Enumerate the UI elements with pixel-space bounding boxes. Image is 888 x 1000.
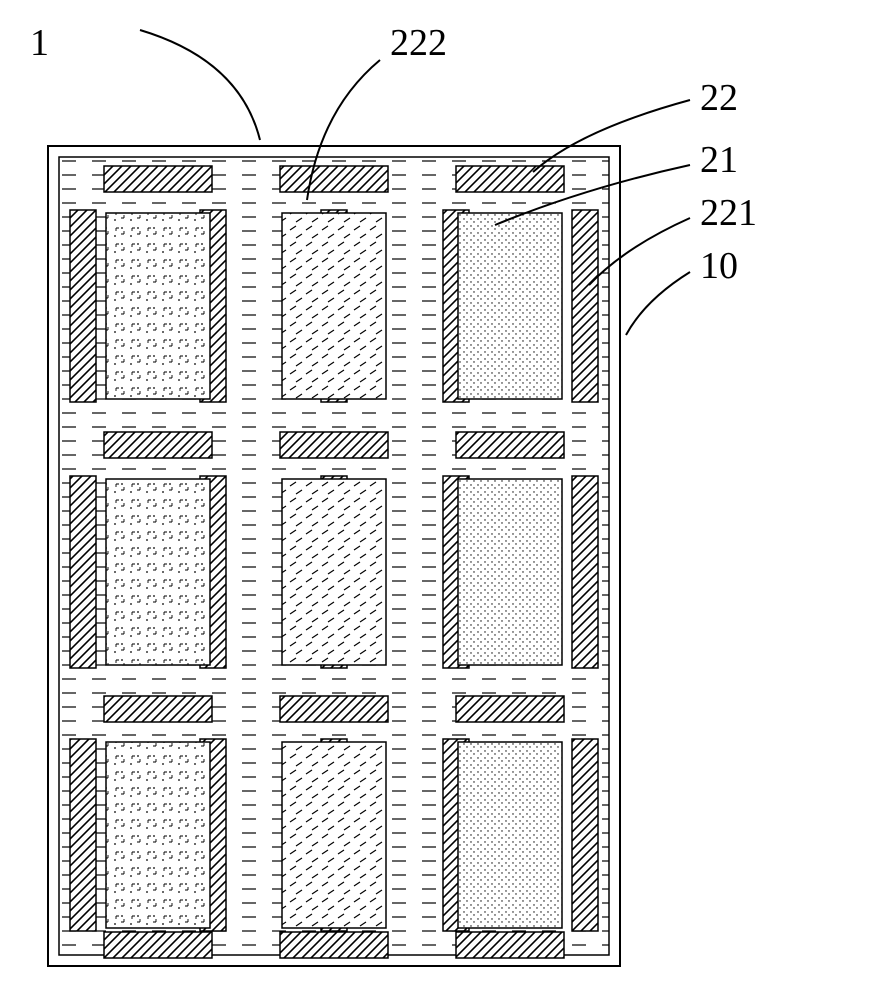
ref-label-10: 10 bbox=[700, 245, 738, 287]
v-electrode-bar bbox=[572, 476, 598, 668]
pixel-cell-diag bbox=[282, 479, 386, 665]
pixel-cell-fine bbox=[458, 479, 562, 665]
ref-label-221: 221 bbox=[700, 192, 757, 234]
h-electrode-bar bbox=[104, 432, 212, 458]
h-electrode-bar bbox=[280, 696, 388, 722]
pixel-cell-fine bbox=[458, 213, 562, 399]
h-electrode-bar bbox=[104, 932, 212, 958]
h-electrode-bar bbox=[456, 166, 564, 192]
h-electrode-bar bbox=[280, 166, 388, 192]
pixel-cell-dots bbox=[106, 742, 210, 928]
h-electrode-bar bbox=[104, 166, 212, 192]
ref-label-222: 222 bbox=[390, 22, 447, 64]
v-electrode-bar bbox=[70, 739, 96, 931]
v-electrode-bar bbox=[70, 476, 96, 668]
diagram-svg: 1222222122110 bbox=[0, 0, 888, 1000]
v-electrode-bar bbox=[70, 210, 96, 402]
h-electrode-bar bbox=[456, 432, 564, 458]
pixel-cell-diag bbox=[282, 742, 386, 928]
pixel-cell-dots bbox=[106, 213, 210, 399]
v-electrode-bar bbox=[572, 210, 598, 402]
ref-label-1: 1 bbox=[30, 22, 49, 64]
panel-diagram bbox=[48, 146, 620, 966]
pixel-cell-fine bbox=[458, 742, 562, 928]
ref-label-21: 21 bbox=[700, 139, 738, 181]
h-electrode-bar bbox=[456, 696, 564, 722]
h-electrode-bar bbox=[104, 696, 212, 722]
h-electrode-bar bbox=[280, 932, 388, 958]
pixel-cell-dots bbox=[106, 479, 210, 665]
h-electrode-bar bbox=[456, 932, 564, 958]
v-electrode-bar bbox=[572, 739, 598, 931]
pixel-cell-diag bbox=[282, 213, 386, 399]
lead-line-1 bbox=[140, 30, 260, 140]
diagram-canvas: 1222222122110 bbox=[0, 0, 888, 1000]
ref-label-22: 22 bbox=[700, 77, 738, 119]
h-electrode-bar bbox=[280, 432, 388, 458]
lead-line-10 bbox=[626, 272, 690, 335]
